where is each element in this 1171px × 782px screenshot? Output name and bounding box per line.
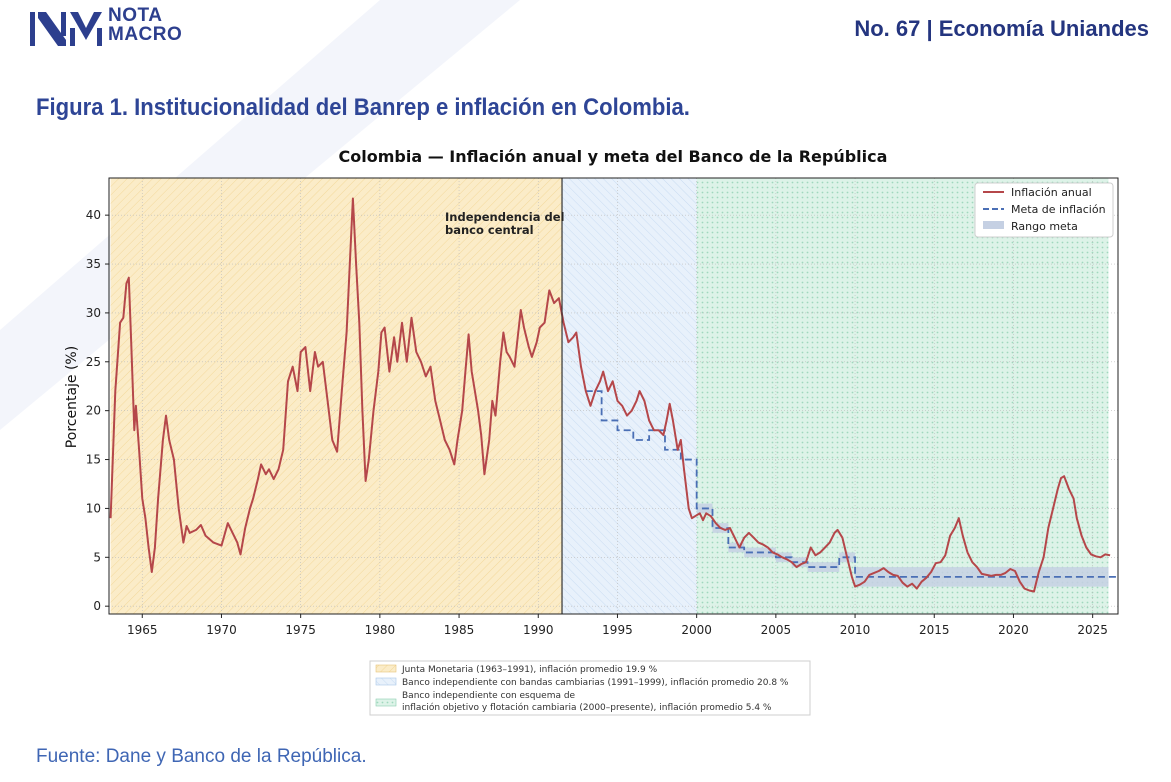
x-tick-label: 1995 (602, 623, 633, 637)
period-label-3a: Banco independiente con esquema de (402, 691, 576, 701)
period-region-2 (562, 178, 697, 614)
y-tick-label: 20 (86, 404, 101, 418)
target-range-segment (728, 542, 745, 553)
x-tick-label: 1970 (206, 623, 237, 637)
y-tick-label: 10 (86, 501, 101, 515)
x-tick-label: 2025 (1077, 623, 1108, 637)
nota-macro-logo (30, 10, 210, 50)
x-tick-label: 2010 (840, 623, 871, 637)
series-layer (109, 178, 1118, 614)
x-tick-label: 1975 (285, 623, 316, 637)
x-tick-label: 2005 (761, 623, 792, 637)
source-note: Fuente: Dane y Banco de la República. (36, 746, 367, 767)
period-label-2: Banco independiente con bandas cambiaria… (402, 677, 789, 688)
annotation-line-1: Independencia del (445, 210, 564, 224)
period-region-1 (110, 178, 563, 614)
x-tick-label: 1965 (127, 623, 158, 637)
x-tick-label: 1980 (365, 623, 396, 637)
x-tick-label: 2000 (681, 623, 712, 637)
y-tick-label: 25 (86, 355, 101, 369)
legend-label-target: Meta de inflación (1011, 203, 1106, 216)
period-swatch-2 (375, 677, 397, 686)
y-tick-label: 15 (86, 453, 101, 467)
period-swatch-3 (375, 698, 397, 707)
legend-swatch-range (983, 221, 1004, 229)
legend-label-range: Rango meta (1011, 220, 1078, 233)
y-tick-label: 40 (86, 208, 101, 222)
logo-line-2: MACRO (108, 24, 183, 45)
period-shading (110, 178, 1109, 614)
grid-lines (109, 178, 1118, 614)
period-swatch-1 (375, 664, 397, 673)
annotation-line-2: banco central (445, 223, 534, 237)
y-tick-label: 0 (93, 599, 101, 613)
inflation-line (109, 197, 1111, 593)
legend: Inflación anual Meta de inflación Rango … (974, 182, 1114, 238)
logo-mark-icon (30, 12, 102, 46)
y-tick-label: 5 (93, 550, 101, 564)
period-label-3b: inflación objetivo y flotación cambiaria… (402, 702, 772, 713)
period-legend: Junta Monetaria (1963–1991), inflación p… (369, 660, 811, 716)
target-range-segment (791, 557, 808, 568)
period-label-1: Junta Monetaria (1963–1991), inflación p… (401, 664, 658, 675)
target-range-segment (807, 562, 824, 572)
legend-label-inflation: Inflación anual (1011, 186, 1092, 199)
chart-title: Colombia — Inflación anual y meta del Ba… (339, 147, 888, 166)
y-tick-label: 30 (86, 306, 101, 320)
period-region-3 (696, 178, 1109, 614)
x-tick-label: 1985 (444, 623, 475, 637)
x-tick-label: 1990 (523, 623, 554, 637)
annotation-independence: Independencia del banco central (445, 210, 564, 237)
plot-frame (108, 177, 1119, 615)
figure-title: Figura 1. Institucionalidad del Banrep e… (36, 94, 690, 121)
x-tick-label: 2015 (919, 623, 950, 637)
x-tick-label: 2020 (998, 623, 1029, 637)
logo-line-1: NOTA (108, 5, 163, 26)
y-axis-label: Porcentaje (%) (64, 346, 80, 448)
logo-text: NOTA MACRO (108, 6, 182, 44)
y-tick-label: 35 (86, 257, 101, 271)
issue-label: No. 67 | Economía Uniandes (854, 16, 1149, 41)
